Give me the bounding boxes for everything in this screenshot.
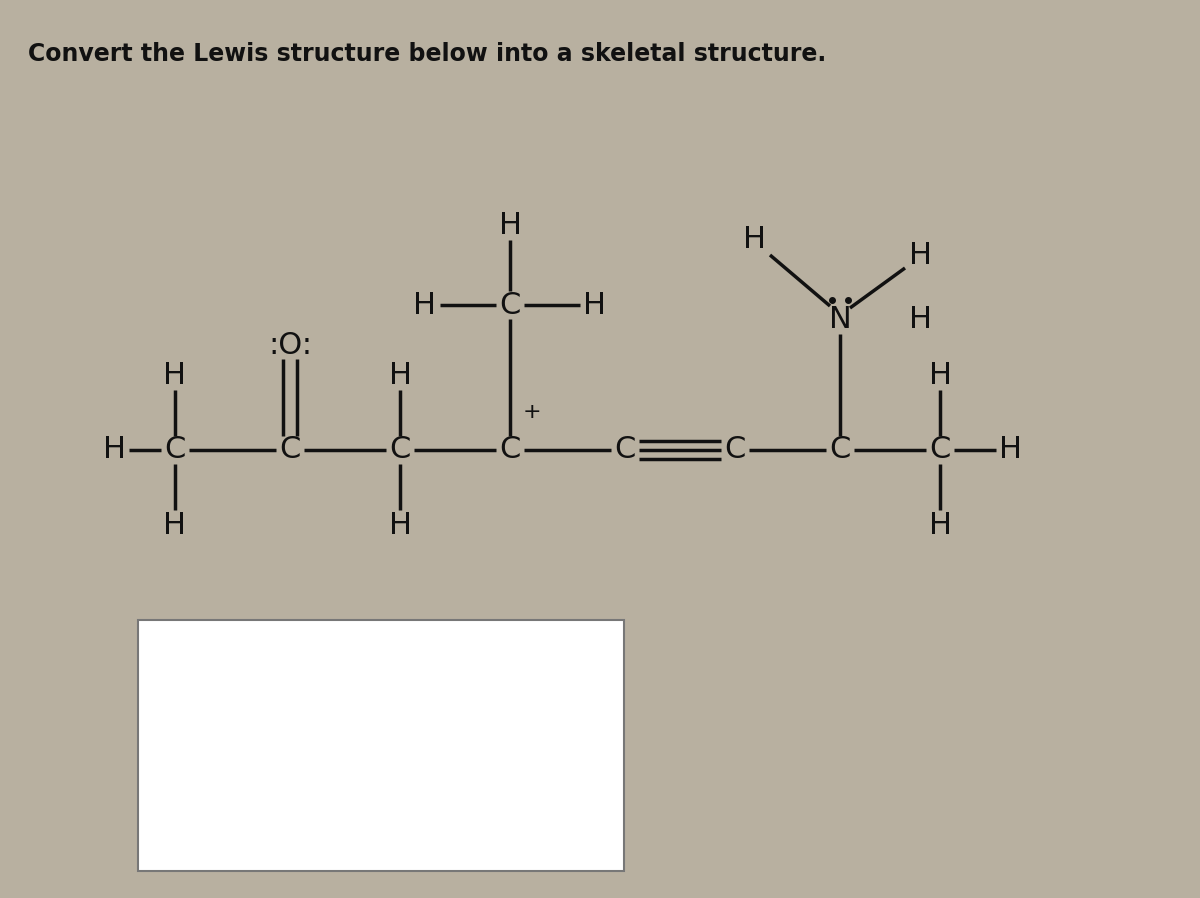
- Text: H: H: [103, 436, 126, 464]
- Text: H: H: [583, 290, 606, 320]
- Text: H: H: [389, 510, 412, 540]
- Text: C: C: [499, 290, 521, 320]
- Text: Convert the Lewis structure below into a skeletal structure.: Convert the Lewis structure below into a…: [28, 42, 827, 66]
- Text: C: C: [280, 436, 301, 464]
- Text: H: H: [163, 360, 186, 390]
- Text: C: C: [929, 436, 950, 464]
- Text: H: H: [389, 360, 412, 390]
- Text: H: H: [998, 436, 1021, 464]
- Text: C: C: [499, 436, 521, 464]
- Text: H: H: [908, 241, 931, 269]
- Text: H: H: [498, 210, 522, 240]
- Text: H: H: [908, 305, 931, 334]
- Text: C: C: [164, 436, 186, 464]
- Text: H: H: [929, 510, 952, 540]
- Text: H: H: [163, 510, 186, 540]
- Text: H: H: [929, 360, 952, 390]
- Text: H: H: [414, 290, 437, 320]
- Text: +: +: [523, 402, 541, 422]
- Text: C: C: [614, 436, 636, 464]
- Text: C: C: [389, 436, 410, 464]
- Text: H: H: [744, 225, 767, 254]
- Text: N: N: [829, 305, 851, 334]
- Bar: [138, 620, 624, 871]
- Text: C: C: [725, 436, 745, 464]
- Text: C: C: [829, 436, 851, 464]
- Text: :O:: :O:: [268, 330, 312, 359]
